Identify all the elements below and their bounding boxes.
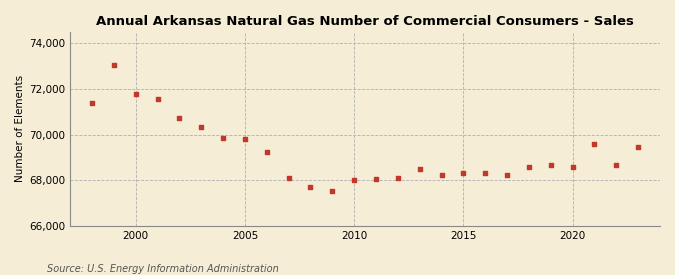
Point — [502, 172, 512, 177]
Point — [196, 124, 207, 129]
Y-axis label: Number of Elements: Number of Elements — [15, 75, 25, 183]
Point — [217, 136, 228, 140]
Point — [130, 91, 141, 96]
Point — [152, 97, 163, 101]
Point — [436, 172, 447, 177]
Point — [524, 164, 535, 169]
Point — [284, 176, 294, 180]
Point — [611, 163, 622, 168]
Text: Source: U.S. Energy Information Administration: Source: U.S. Energy Information Administ… — [47, 264, 279, 274]
Point — [480, 171, 491, 176]
Point — [109, 63, 119, 67]
Point — [86, 100, 97, 105]
Point — [392, 176, 403, 180]
Point — [327, 188, 338, 193]
Point — [305, 185, 316, 189]
Point — [632, 145, 643, 149]
Title: Annual Arkansas Natural Gas Number of Commercial Consumers - Sales: Annual Arkansas Natural Gas Number of Co… — [96, 15, 634, 28]
Point — [240, 137, 250, 141]
Point — [545, 163, 556, 168]
Point — [567, 164, 578, 169]
Point — [458, 171, 468, 176]
Point — [349, 178, 360, 182]
Point — [261, 150, 272, 154]
Point — [414, 167, 425, 171]
Point — [589, 142, 600, 146]
Point — [371, 177, 381, 181]
Point — [174, 115, 185, 120]
